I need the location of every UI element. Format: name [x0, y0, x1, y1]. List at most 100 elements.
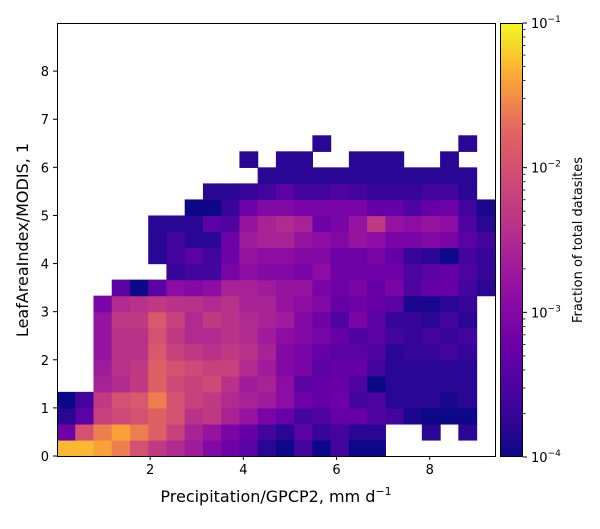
heatmap-cell — [257, 199, 277, 217]
heatmap-cell — [202, 215, 222, 233]
heatmap-cell — [202, 439, 222, 457]
heatmap-cell — [312, 199, 332, 217]
y-axis-ticks: 0 1 2 3 4 5 6 7 8 — [41, 65, 57, 465]
heatmap-cell — [476, 247, 496, 265]
heatmap-cell — [275, 279, 295, 297]
heatmap-cell — [275, 167, 295, 184]
colorbar-tick-label: 10−4 — [531, 449, 561, 466]
heatmap-cell — [257, 359, 277, 377]
heatmap-cell — [440, 359, 459, 377]
heatmap-cell — [458, 391, 478, 409]
heatmap-cell — [275, 359, 295, 377]
heatmap-cell — [367, 359, 386, 377]
heatmap-cell — [93, 375, 113, 393]
heatmap-cell — [330, 439, 350, 457]
heatmap-cell — [294, 279, 313, 297]
heatmap-cell — [403, 327, 423, 345]
heatmap-cell — [221, 343, 241, 361]
heatmap-cell — [440, 375, 459, 393]
heatmap-cell — [330, 423, 350, 441]
heatmap-cell — [184, 279, 204, 297]
heatmap-cell — [294, 391, 313, 409]
heatmap-cell — [184, 311, 204, 329]
heatmap-cell — [403, 359, 423, 377]
heatmap-cell — [202, 183, 222, 201]
heatmap-cell — [294, 231, 313, 249]
heatmap-cell — [275, 439, 295, 457]
heatmap-cell — [348, 215, 368, 233]
heatmap-cell — [440, 279, 459, 297]
heatmap-cell — [385, 151, 405, 168]
heatmap-cell — [403, 199, 423, 217]
heatmap-cell — [184, 199, 204, 217]
heatmap-cell — [111, 279, 131, 297]
heatmap-cell — [421, 231, 441, 249]
heatmap-cell — [348, 247, 368, 265]
heatmap-cell — [57, 407, 76, 425]
heatmap-cell — [239, 231, 259, 249]
heatmap-cell — [458, 295, 478, 313]
heatmap-cell — [221, 295, 241, 313]
heatmap-cell — [403, 167, 423, 184]
heatmap-cell — [202, 295, 222, 313]
heatmap-cell — [440, 247, 459, 265]
heatmap-cell — [184, 215, 204, 233]
heatmap-cell — [385, 215, 405, 233]
heatmap-cell — [275, 327, 295, 345]
heatmap-cell — [440, 407, 459, 425]
heatmap-cell — [312, 327, 332, 345]
y-tick-label: 5 — [41, 209, 49, 224]
heatmap-cell — [312, 423, 332, 441]
heatmap-cell — [458, 407, 478, 425]
heatmap-cell — [294, 359, 313, 377]
heatmap-cell — [202, 263, 222, 281]
heatmap-cell — [111, 423, 131, 441]
x-tick-label: 4 — [239, 463, 247, 478]
heatmap-cell — [367, 439, 386, 457]
heatmap-cell — [257, 311, 277, 329]
heatmap-cell — [421, 311, 441, 329]
heatmap-cell — [330, 343, 350, 361]
heatmap-cell — [129, 359, 149, 377]
heatmap-cell — [239, 263, 259, 281]
heatmap-cell — [166, 231, 186, 249]
heatmap-cell — [257, 423, 277, 441]
heatmap-cell — [166, 359, 186, 377]
heatmap-cell — [166, 327, 186, 345]
heatmap-cell — [202, 359, 222, 377]
heatmap-cell — [257, 375, 277, 393]
heatmap-cell — [330, 327, 350, 345]
heatmap-cell — [166, 279, 186, 297]
heatmap-cell — [75, 407, 95, 425]
heatmap-cell — [367, 167, 386, 184]
heatmap-cell — [294, 375, 313, 393]
heatmap-cell — [294, 311, 313, 329]
heatmap-cell — [275, 231, 295, 249]
heatmap-cell — [129, 311, 149, 329]
heatmap-cell — [312, 407, 332, 425]
heatmap-cell — [57, 423, 76, 441]
heatmap-cell — [166, 215, 186, 233]
heatmap-cell — [148, 391, 168, 409]
heatmap-cell — [385, 247, 405, 265]
heatmap-cell — [239, 407, 259, 425]
heatmap-cell — [294, 151, 313, 168]
heatmap-cell — [257, 247, 277, 265]
heatmap-cell — [93, 423, 113, 441]
heatmap-cell — [93, 343, 113, 361]
heatmap-cell — [202, 375, 222, 393]
heatmap-cell — [129, 327, 149, 345]
heatmap-cell — [111, 375, 131, 393]
heatmap-cell — [330, 375, 350, 393]
heatmap-cell — [202, 279, 222, 297]
heatmap-cell — [148, 231, 168, 249]
heatmap-cell — [330, 359, 350, 377]
heatmap-cell — [385, 375, 405, 393]
heatmap-cell — [476, 263, 496, 281]
heatmap-cell — [294, 167, 313, 184]
heatmap-cell — [312, 135, 332, 152]
heatmap-cell — [129, 375, 149, 393]
heatmap-cell — [385, 407, 405, 425]
heatmap-cell — [440, 263, 459, 281]
heatmap-cell — [221, 407, 241, 425]
